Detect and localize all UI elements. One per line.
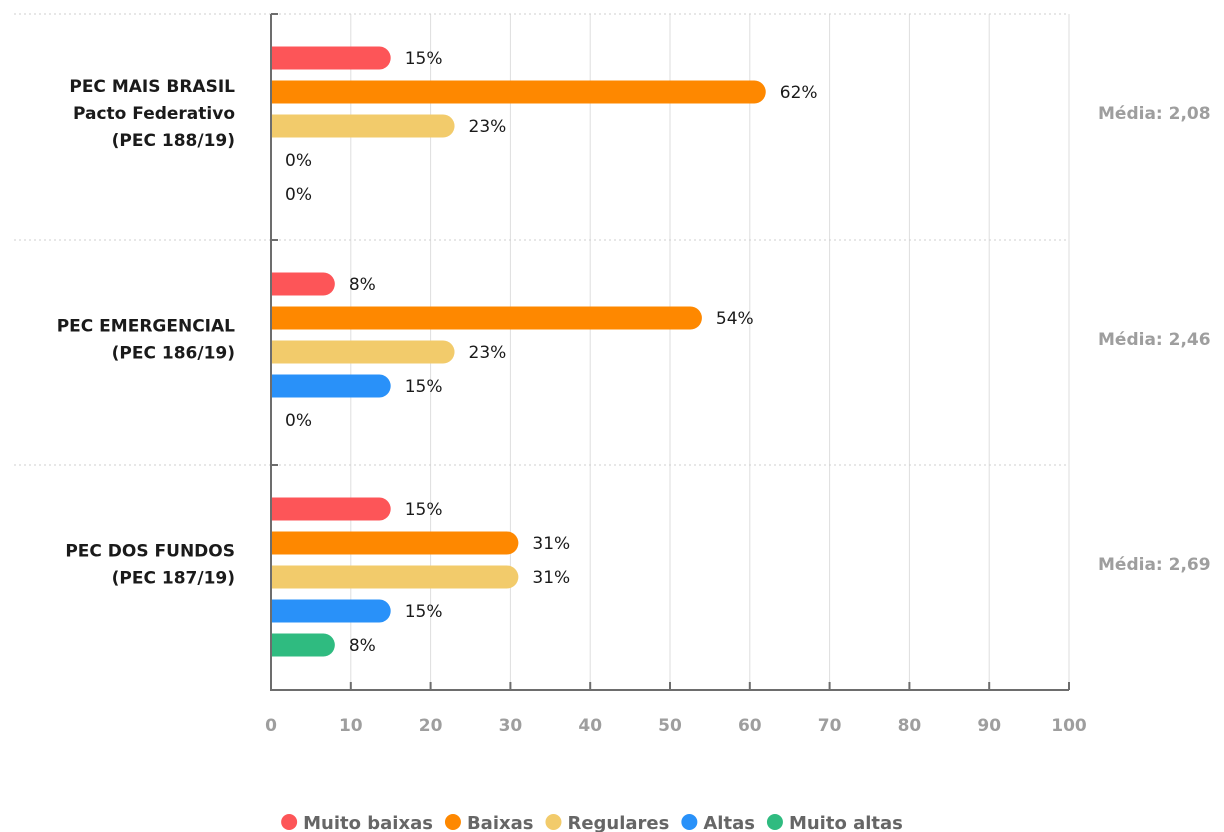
data-label: 62% (780, 83, 818, 103)
x-tick-label: 30 (499, 716, 523, 736)
legend-item: Regulares (545, 813, 669, 832)
x-tick-label: 70 (818, 716, 842, 736)
x-tick-label: 40 (578, 716, 602, 736)
legend-swatch (545, 814, 562, 830)
data-label: 0% (285, 185, 312, 205)
data-label: 54% (716, 309, 754, 329)
bars (271, 46, 766, 657)
legend-label: Baixas (467, 813, 534, 832)
bar (271, 46, 391, 70)
bar (271, 599, 391, 623)
bar (271, 565, 519, 589)
average-label: Média: 2,46 (1098, 330, 1211, 350)
data-label: 15% (405, 49, 443, 69)
legend-item: Altas (681, 813, 755, 832)
bar (271, 306, 702, 330)
legend-swatch (281, 814, 298, 830)
legend-item: Muito baixas (281, 813, 433, 832)
x-tick-label: 20 (419, 716, 443, 736)
legend-label: Muito altas (789, 813, 903, 832)
legend-item: Baixas (444, 813, 534, 832)
bar (271, 80, 766, 104)
x-tick-label: 10 (339, 716, 363, 736)
x-tick-label: 80 (898, 716, 922, 736)
legend-swatch (681, 814, 698, 830)
data-label: 31% (532, 534, 570, 554)
bar (271, 374, 391, 398)
legend-item: Muito altas (766, 813, 903, 832)
data-label: 23% (469, 117, 507, 137)
legend-swatch (766, 814, 783, 830)
legend: Muito baixas Baixas Regulares Altas Muito al… (281, 813, 903, 832)
category-label: Pacto Federativo (73, 104, 235, 124)
legend-label: Regulares (567, 813, 669, 832)
bar (271, 114, 455, 138)
x-tick-label: 90 (977, 716, 1001, 736)
bar (271, 340, 455, 364)
category-label: PEC EMERGENCIAL (57, 317, 235, 337)
category-label: (PEC 187/19) (112, 569, 235, 589)
category-label: PEC MAIS BRASIL (69, 77, 235, 97)
bar (271, 633, 335, 657)
data-label: 0% (285, 151, 312, 171)
x-tick-label: 60 (738, 716, 762, 736)
data-label: 15% (405, 377, 443, 397)
legend-swatch (444, 814, 461, 830)
bar (271, 497, 391, 521)
axes: 0 10 20 30 40 50 60 70 80 90 100 (265, 13, 1087, 736)
data-label: 31% (532, 568, 570, 588)
category-label: (PEC 188/19) (112, 131, 235, 151)
category-label: (PEC 186/19) (112, 344, 235, 364)
bar (271, 272, 335, 296)
data-label: 15% (405, 602, 443, 622)
x-tick-label: 100 (1051, 716, 1087, 736)
average-label: Média: 2,69 (1098, 555, 1211, 575)
labels: 15% 62% 23% 0% 0% PEC MAIS BRASIL Pacto Federa… (57, 49, 1211, 656)
x-tick-label: 0 (265, 716, 277, 736)
legend-label: Muito baixas (303, 813, 433, 832)
category-label: PEC DOS FUNDOS (65, 542, 235, 562)
legend-label: Altas (703, 813, 755, 832)
data-label: 23% (469, 343, 507, 363)
bar (271, 531, 519, 555)
data-label: 8% (349, 275, 376, 295)
data-label: 15% (405, 500, 443, 520)
data-label: 0% (285, 411, 312, 431)
average-label: Média: 2,08 (1098, 104, 1211, 124)
data-label: 8% (349, 636, 376, 656)
x-tick-label: 50 (658, 716, 682, 736)
